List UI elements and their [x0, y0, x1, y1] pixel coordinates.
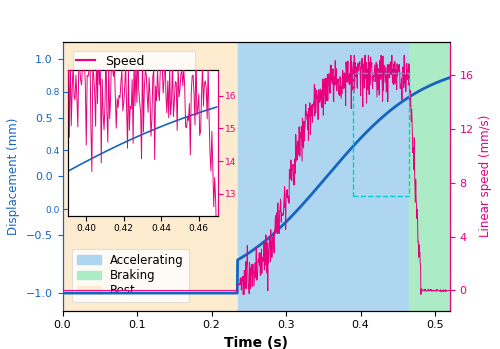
Bar — [353, 73, 409, 196]
Legend: Accelerating, Braking, Rest: Accelerating, Braking, Rest — [72, 249, 188, 302]
Bar — [62, 42, 238, 311]
Y-axis label: Displacement (mm): Displacement (mm) — [7, 118, 20, 235]
X-axis label: Time (s): Time (s) — [224, 336, 288, 349]
Bar — [238, 42, 409, 311]
Bar — [409, 42, 450, 311]
Y-axis label: Linear speed (mm/s): Linear speed (mm/s) — [480, 115, 492, 237]
